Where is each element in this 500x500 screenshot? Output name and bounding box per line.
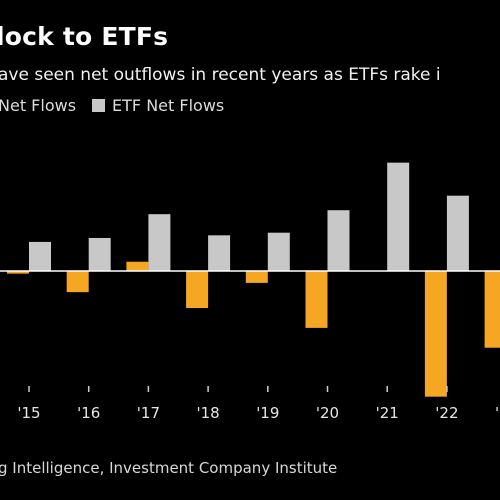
legend-item-etf: ETF Net Flows: [92, 96, 224, 115]
bar-mutual-5: [305, 271, 328, 328]
x-tick-label-8: '23: [495, 404, 500, 422]
source-note: g Intelligence, Investment Company Insti…: [0, 459, 338, 477]
bar-mutual-2: [126, 261, 149, 271]
chart-title: lock to ETFs: [0, 22, 169, 51]
bar-mutual-4: [245, 271, 268, 283]
x-tick-label-7: '22: [435, 404, 458, 422]
bar-etf-4: [267, 232, 290, 271]
bar-mutual-1: [66, 271, 89, 293]
legend-item-mutual: Net Flows: [0, 96, 76, 115]
bar-etf-2: [148, 214, 171, 271]
bar-etf-6: [387, 162, 410, 271]
x-tick-label-0: '15: [17, 404, 40, 422]
legend-label-etf: ETF Net Flows: [112, 96, 225, 115]
bar-etf-5: [327, 210, 350, 271]
x-tick-label-4: '19: [256, 404, 279, 422]
bar-mutual-8: [484, 271, 500, 348]
legend-label-mutual: Net Flows: [0, 96, 77, 115]
x-tick-label-2: '17: [137, 404, 160, 422]
x-tick-label-5: '20: [316, 404, 339, 422]
bar-mutual-7: [424, 271, 447, 397]
bar-mutual-0: [7, 271, 29, 274]
bar-mutual-3: [186, 271, 209, 309]
legend-swatch-etf: [92, 99, 106, 112]
legend: Net Flows ETF Net Flows: [0, 96, 224, 115]
x-tick-label-6: '21: [376, 404, 399, 422]
x-tick-label-1: '16: [77, 404, 100, 422]
bar-etf-3: [208, 235, 231, 271]
bar-etf-7: [446, 195, 469, 271]
chart-subtitle: ave seen net outflows in recent years as…: [0, 65, 441, 85]
x-tick-label-3: '18: [196, 404, 219, 422]
bar-etf-0: [29, 241, 51, 271]
bar-etf-1: [88, 237, 111, 271]
